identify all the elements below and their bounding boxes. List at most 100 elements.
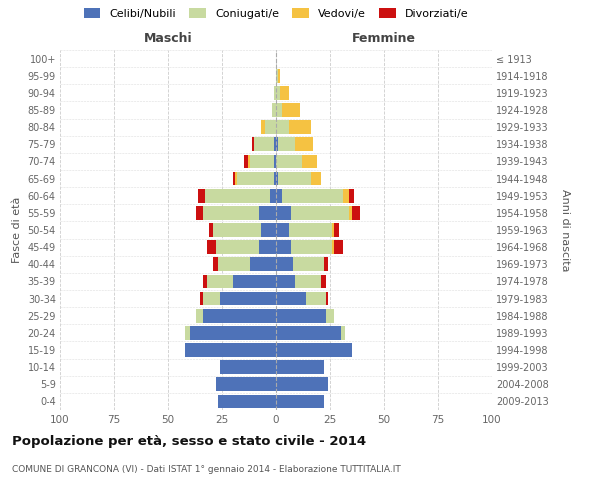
Bar	[259, 206, 276, 220]
Bar	[283, 103, 300, 117]
Bar	[207, 240, 215, 254]
Bar	[274, 86, 276, 100]
Legend: Celibi/Nubili, Coniugati/e, Vedovi/e, Divorziati/e: Celibi/Nubili, Coniugati/e, Vedovi/e, Di…	[84, 8, 468, 19]
Text: Popolazione per età, sesso e stato civile - 2014: Popolazione per età, sesso e stato civil…	[12, 435, 366, 448]
Bar	[276, 360, 323, 374]
Bar	[326, 292, 328, 306]
Bar	[276, 258, 293, 271]
Bar	[276, 240, 291, 254]
Bar	[326, 309, 334, 322]
Bar	[274, 154, 276, 168]
Bar	[276, 326, 341, 340]
Bar	[289, 120, 311, 134]
Bar	[341, 326, 345, 340]
Bar	[198, 189, 205, 202]
Text: COMUNE DI GRANCONA (VI) - Dati ISTAT 1° gennaio 2014 - Elaborazione TUTTITALIA.I: COMUNE DI GRANCONA (VI) - Dati ISTAT 1° …	[12, 465, 401, 474]
Bar	[261, 223, 276, 237]
Bar	[274, 172, 276, 185]
Bar	[248, 154, 250, 168]
Bar	[295, 274, 322, 288]
Bar	[349, 206, 352, 220]
Bar	[203, 206, 259, 220]
Bar	[203, 274, 207, 288]
Text: Femmine: Femmine	[352, 32, 416, 45]
Bar	[252, 138, 254, 151]
Bar	[185, 343, 276, 357]
Bar	[323, 258, 328, 271]
Bar	[272, 103, 276, 117]
Bar	[269, 189, 276, 202]
Bar	[343, 189, 349, 202]
Bar	[218, 394, 276, 408]
Bar	[322, 274, 326, 288]
Bar	[259, 240, 276, 254]
Bar	[291, 206, 349, 220]
Bar	[291, 240, 332, 254]
Bar	[200, 292, 203, 306]
Bar	[203, 309, 276, 322]
Bar	[295, 138, 313, 151]
Bar	[207, 274, 233, 288]
Bar	[283, 189, 343, 202]
Bar	[276, 172, 278, 185]
Bar	[276, 343, 352, 357]
Bar	[220, 292, 276, 306]
Bar	[276, 189, 283, 202]
Bar	[215, 378, 276, 391]
Bar	[244, 154, 248, 168]
Bar	[250, 258, 276, 271]
Bar	[254, 138, 274, 151]
Y-axis label: Fasce di età: Fasce di età	[12, 197, 22, 263]
Bar	[265, 120, 276, 134]
Bar	[233, 172, 235, 185]
Bar	[237, 172, 274, 185]
Y-axis label: Anni di nascita: Anni di nascita	[560, 188, 570, 271]
Bar	[203, 292, 220, 306]
Bar	[276, 120, 289, 134]
Bar	[276, 223, 289, 237]
Bar	[276, 154, 302, 168]
Bar	[289, 223, 332, 237]
Bar	[306, 292, 326, 306]
Bar	[205, 189, 269, 202]
Bar	[278, 138, 295, 151]
Bar	[190, 326, 276, 340]
Bar	[302, 154, 317, 168]
Bar	[276, 292, 306, 306]
Bar	[276, 378, 328, 391]
Bar	[278, 172, 311, 185]
Bar	[293, 258, 323, 271]
Bar	[276, 274, 295, 288]
Bar	[276, 86, 280, 100]
Bar	[218, 258, 250, 271]
Bar	[334, 223, 338, 237]
Bar	[235, 172, 237, 185]
Bar	[233, 274, 276, 288]
Bar	[349, 189, 354, 202]
Bar	[185, 326, 190, 340]
Bar	[196, 206, 203, 220]
Bar	[276, 309, 326, 322]
Bar	[276, 69, 278, 82]
Bar	[280, 86, 289, 100]
Bar	[332, 223, 334, 237]
Bar	[214, 223, 261, 237]
Bar	[215, 240, 259, 254]
Bar	[334, 240, 343, 254]
Bar	[276, 138, 278, 151]
Bar	[214, 258, 218, 271]
Bar	[278, 69, 280, 82]
Bar	[311, 172, 322, 185]
Bar	[332, 240, 334, 254]
Bar	[261, 120, 265, 134]
Bar	[276, 394, 323, 408]
Bar	[276, 206, 291, 220]
Text: Maschi: Maschi	[143, 32, 193, 45]
Bar	[250, 154, 274, 168]
Bar	[276, 103, 283, 117]
Bar	[220, 360, 276, 374]
Bar	[274, 138, 276, 151]
Bar	[196, 309, 203, 322]
Bar	[352, 206, 360, 220]
Bar	[209, 223, 214, 237]
